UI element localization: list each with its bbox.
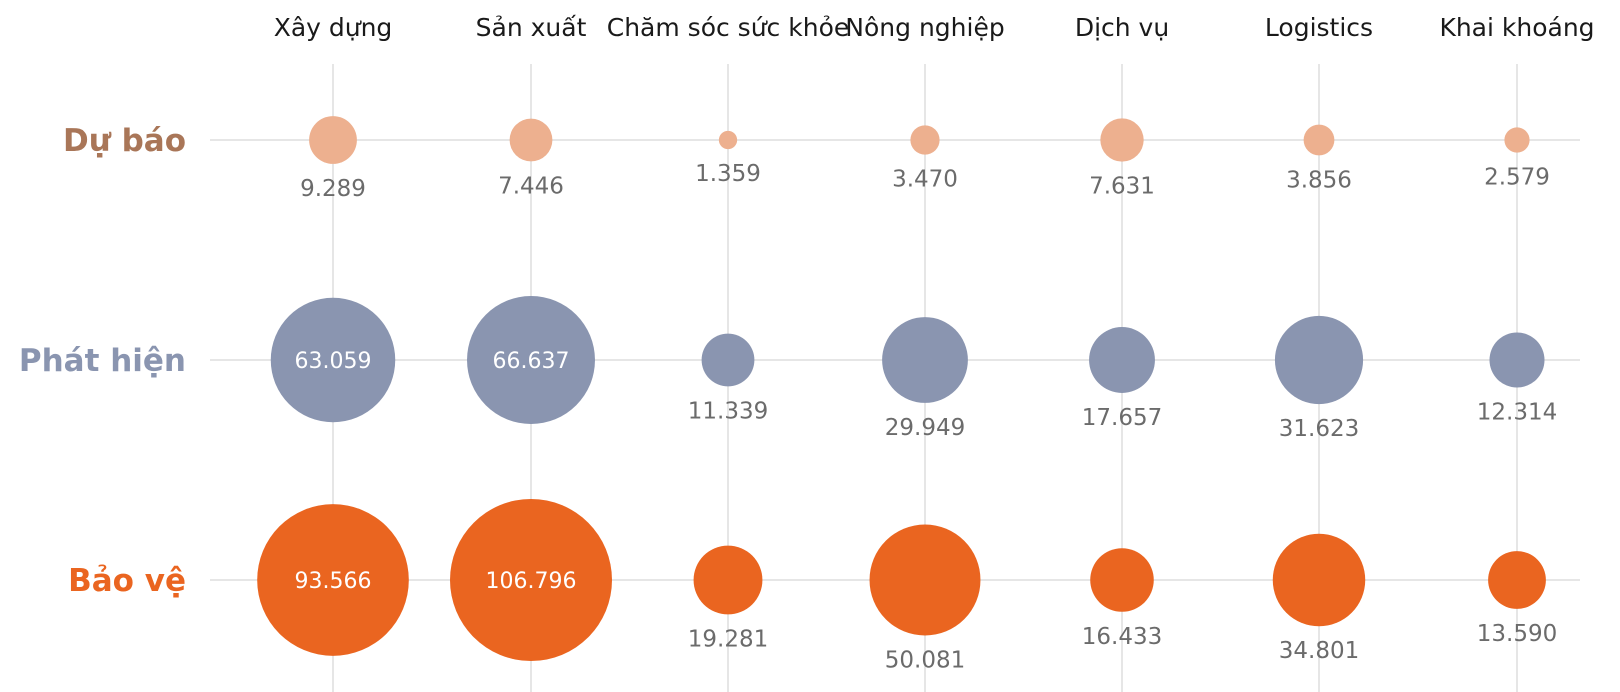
row-label: Dự báo bbox=[63, 123, 186, 159]
bubble bbox=[309, 116, 357, 164]
column-label: Logistics bbox=[1265, 13, 1373, 42]
bubble bbox=[1488, 551, 1546, 609]
bubble bbox=[1090, 548, 1154, 612]
bubble bbox=[1272, 533, 1366, 627]
value-label: 34.801 bbox=[1279, 638, 1359, 664]
bubble bbox=[882, 317, 968, 403]
column-label: Dịch vụ bbox=[1075, 13, 1169, 42]
column-label: Nông nghiệp bbox=[845, 13, 1004, 42]
bubble bbox=[718, 130, 738, 150]
value-label: 9.289 bbox=[300, 176, 366, 202]
value-label: 63.059 bbox=[295, 349, 372, 374]
bubble bbox=[1274, 315, 1364, 405]
value-label: 16.433 bbox=[1082, 624, 1162, 650]
bubble bbox=[1504, 127, 1530, 153]
value-label: 2.579 bbox=[1484, 165, 1550, 191]
bubble bbox=[467, 296, 595, 424]
bubble bbox=[701, 333, 755, 387]
value-label: 3.856 bbox=[1286, 167, 1352, 193]
column-label: Sản xuất bbox=[476, 13, 587, 42]
value-label: 12.314 bbox=[1477, 400, 1557, 426]
column-label: Chăm sóc sức khỏe bbox=[607, 13, 850, 42]
bubble bbox=[693, 545, 763, 615]
column-label: Khai khoáng bbox=[1439, 13, 1594, 42]
bubble bbox=[257, 504, 409, 656]
value-label: 13.590 bbox=[1477, 621, 1557, 647]
value-label: 31.623 bbox=[1279, 416, 1359, 442]
bubble bbox=[1100, 118, 1144, 162]
value-label: 66.637 bbox=[493, 349, 570, 374]
bubble bbox=[509, 118, 553, 162]
value-label: 7.631 bbox=[1089, 174, 1155, 200]
value-label: 1.359 bbox=[695, 161, 761, 187]
value-label: 17.657 bbox=[1082, 405, 1162, 431]
value-label: 106.796 bbox=[486, 569, 577, 594]
bubble bbox=[910, 125, 940, 155]
value-label: 29.949 bbox=[885, 415, 965, 441]
bubble bbox=[450, 499, 612, 661]
value-label: 93.566 bbox=[295, 569, 372, 594]
bubble bbox=[1303, 124, 1335, 156]
value-label: 11.339 bbox=[688, 398, 768, 424]
bubble bbox=[270, 297, 396, 423]
value-label: 50.081 bbox=[885, 648, 965, 674]
value-label: 7.446 bbox=[498, 173, 564, 199]
row-label: Bảo vệ bbox=[68, 563, 186, 599]
bubble bbox=[869, 524, 981, 636]
column-label: Xây dựng bbox=[274, 13, 393, 42]
bubble bbox=[1089, 327, 1155, 393]
value-label: 19.281 bbox=[688, 626, 768, 652]
value-label: 3.470 bbox=[892, 167, 958, 193]
bubble bbox=[1489, 332, 1545, 388]
row-label: Phát hiện bbox=[19, 343, 186, 379]
